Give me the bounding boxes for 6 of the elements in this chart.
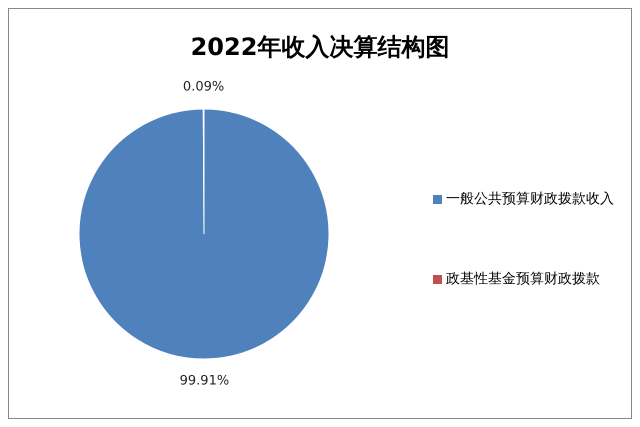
legend-label: 一般公共预算财政拨款收入 xyxy=(446,191,614,207)
chart-title: 2022年收入决算结构图 xyxy=(190,32,450,63)
data-label: 99.91% xyxy=(180,374,230,388)
pie-slice xyxy=(78,108,330,360)
legend-label: 政基性基金预算财政拨款 xyxy=(446,271,600,287)
data-label: 0.09% xyxy=(182,80,224,94)
